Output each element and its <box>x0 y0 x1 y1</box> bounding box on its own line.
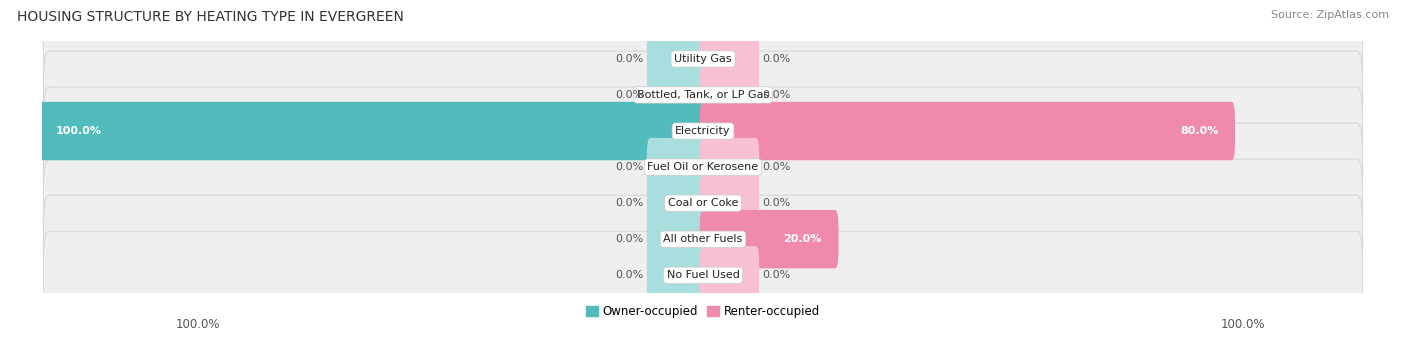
FancyBboxPatch shape <box>647 138 706 196</box>
Text: 0.0%: 0.0% <box>616 234 644 244</box>
FancyBboxPatch shape <box>647 210 706 268</box>
FancyBboxPatch shape <box>700 210 838 268</box>
FancyBboxPatch shape <box>44 51 1362 139</box>
FancyBboxPatch shape <box>44 15 1362 103</box>
Text: No Fuel Used: No Fuel Used <box>666 270 740 280</box>
Text: 0.0%: 0.0% <box>616 90 644 100</box>
Text: 0.0%: 0.0% <box>616 162 644 172</box>
FancyBboxPatch shape <box>44 123 1362 211</box>
FancyBboxPatch shape <box>647 30 706 88</box>
Text: Fuel Oil or Kerosene: Fuel Oil or Kerosene <box>647 162 759 172</box>
FancyBboxPatch shape <box>647 246 706 305</box>
Text: 100.0%: 100.0% <box>55 126 101 136</box>
Text: Coal or Coke: Coal or Coke <box>668 198 738 208</box>
FancyBboxPatch shape <box>44 195 1362 283</box>
Text: 0.0%: 0.0% <box>616 54 644 64</box>
Text: Bottled, Tank, or LP Gas: Bottled, Tank, or LP Gas <box>637 90 769 100</box>
Text: 100.0%: 100.0% <box>1220 318 1265 331</box>
Legend: Owner-occupied, Renter-occupied: Owner-occupied, Renter-occupied <box>581 300 825 323</box>
Text: Source: ZipAtlas.com: Source: ZipAtlas.com <box>1271 10 1389 20</box>
Text: 0.0%: 0.0% <box>762 90 790 100</box>
Text: Utility Gas: Utility Gas <box>675 54 731 64</box>
Text: Electricity: Electricity <box>675 126 731 136</box>
Text: 80.0%: 80.0% <box>1180 126 1219 136</box>
FancyBboxPatch shape <box>700 30 759 88</box>
FancyBboxPatch shape <box>44 231 1362 319</box>
Text: 100.0%: 100.0% <box>176 318 221 331</box>
FancyBboxPatch shape <box>700 246 759 305</box>
Text: 0.0%: 0.0% <box>762 198 790 208</box>
FancyBboxPatch shape <box>700 66 759 124</box>
Text: 0.0%: 0.0% <box>762 162 790 172</box>
FancyBboxPatch shape <box>647 174 706 232</box>
Text: 0.0%: 0.0% <box>762 270 790 280</box>
Text: HOUSING STRUCTURE BY HEATING TYPE IN EVERGREEN: HOUSING STRUCTURE BY HEATING TYPE IN EVE… <box>17 10 404 24</box>
Text: All other Fuels: All other Fuels <box>664 234 742 244</box>
Text: 0.0%: 0.0% <box>616 198 644 208</box>
FancyBboxPatch shape <box>700 138 759 196</box>
FancyBboxPatch shape <box>700 174 759 232</box>
FancyBboxPatch shape <box>39 102 706 160</box>
FancyBboxPatch shape <box>44 159 1362 247</box>
Text: 20.0%: 20.0% <box>783 234 823 244</box>
FancyBboxPatch shape <box>44 87 1362 175</box>
FancyBboxPatch shape <box>700 102 1234 160</box>
Text: 0.0%: 0.0% <box>616 270 644 280</box>
FancyBboxPatch shape <box>647 66 706 124</box>
Text: 0.0%: 0.0% <box>762 54 790 64</box>
